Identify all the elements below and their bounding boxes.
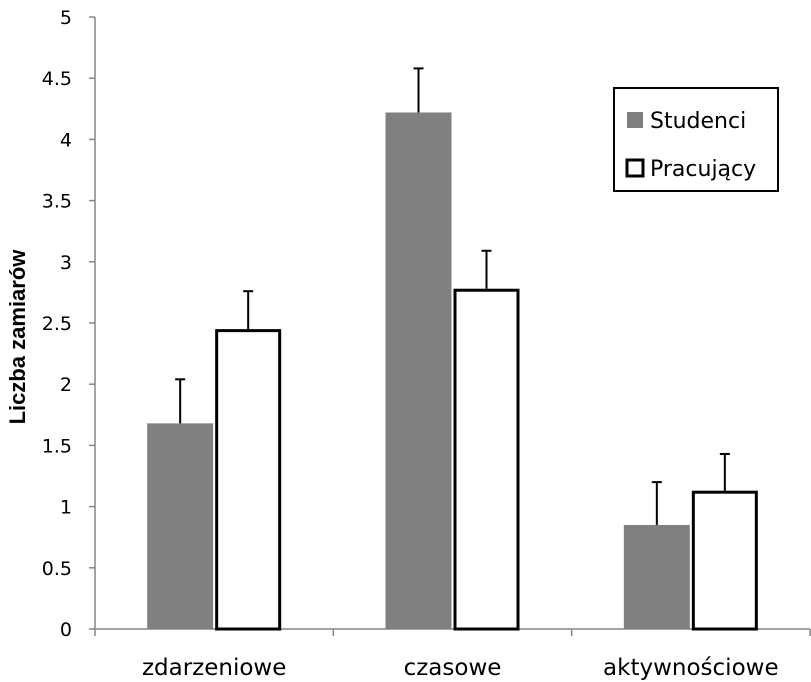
bar-pracujacy-zdarzeniowe bbox=[215, 329, 282, 631]
error-bars bbox=[175, 67, 730, 525]
y-tick-label: 0.5 bbox=[42, 558, 72, 580]
y-tick-label: 2.5 bbox=[42, 313, 72, 335]
x-category-label: aktywnościowe bbox=[603, 655, 779, 681]
y-tick-label: 3 bbox=[60, 252, 72, 274]
legend-swatch-studenci bbox=[627, 112, 643, 128]
legend: Studenci Pracujący bbox=[613, 87, 779, 192]
x-axis: zdarzeniowe czasowe aktywnościowe bbox=[94, 628, 811, 681]
legend-swatch-pracujacy bbox=[625, 158, 645, 178]
legend-label-pracujacy: Pracujący bbox=[650, 157, 756, 182]
y-tick-label: 5 bbox=[60, 7, 72, 29]
y-tick-label: 4 bbox=[60, 129, 72, 151]
y-tick-label: 0 bbox=[60, 619, 72, 641]
bar-studenci-aktywnosciowe bbox=[623, 524, 690, 629]
bar-pracujacy-aktywnosciowe bbox=[691, 490, 758, 631]
legend-label-studenci: Studenci bbox=[650, 109, 746, 134]
y-tick-label: 1 bbox=[60, 497, 72, 519]
x-category-label: zdarzeniowe bbox=[142, 655, 286, 681]
y-tick-label: 4.5 bbox=[42, 68, 72, 90]
bar-studenci-zdarzeniowe bbox=[147, 423, 214, 629]
bar-studenci-czasowe bbox=[385, 112, 452, 630]
y-axis: 0 0.5 1 1.5 2 2.5 3 3.5 4 4.5 5 bbox=[42, 7, 96, 641]
y-tick-label: 2 bbox=[60, 374, 72, 396]
x-category-label: czasowe bbox=[404, 655, 502, 681]
y-axis-title: Liczba zamiarów bbox=[5, 249, 30, 425]
bars bbox=[147, 112, 758, 631]
bar-pracujacy-czasowe bbox=[453, 288, 520, 631]
y-tick-label: 1.5 bbox=[42, 435, 72, 457]
y-tick-label: 3.5 bbox=[42, 191, 72, 213]
